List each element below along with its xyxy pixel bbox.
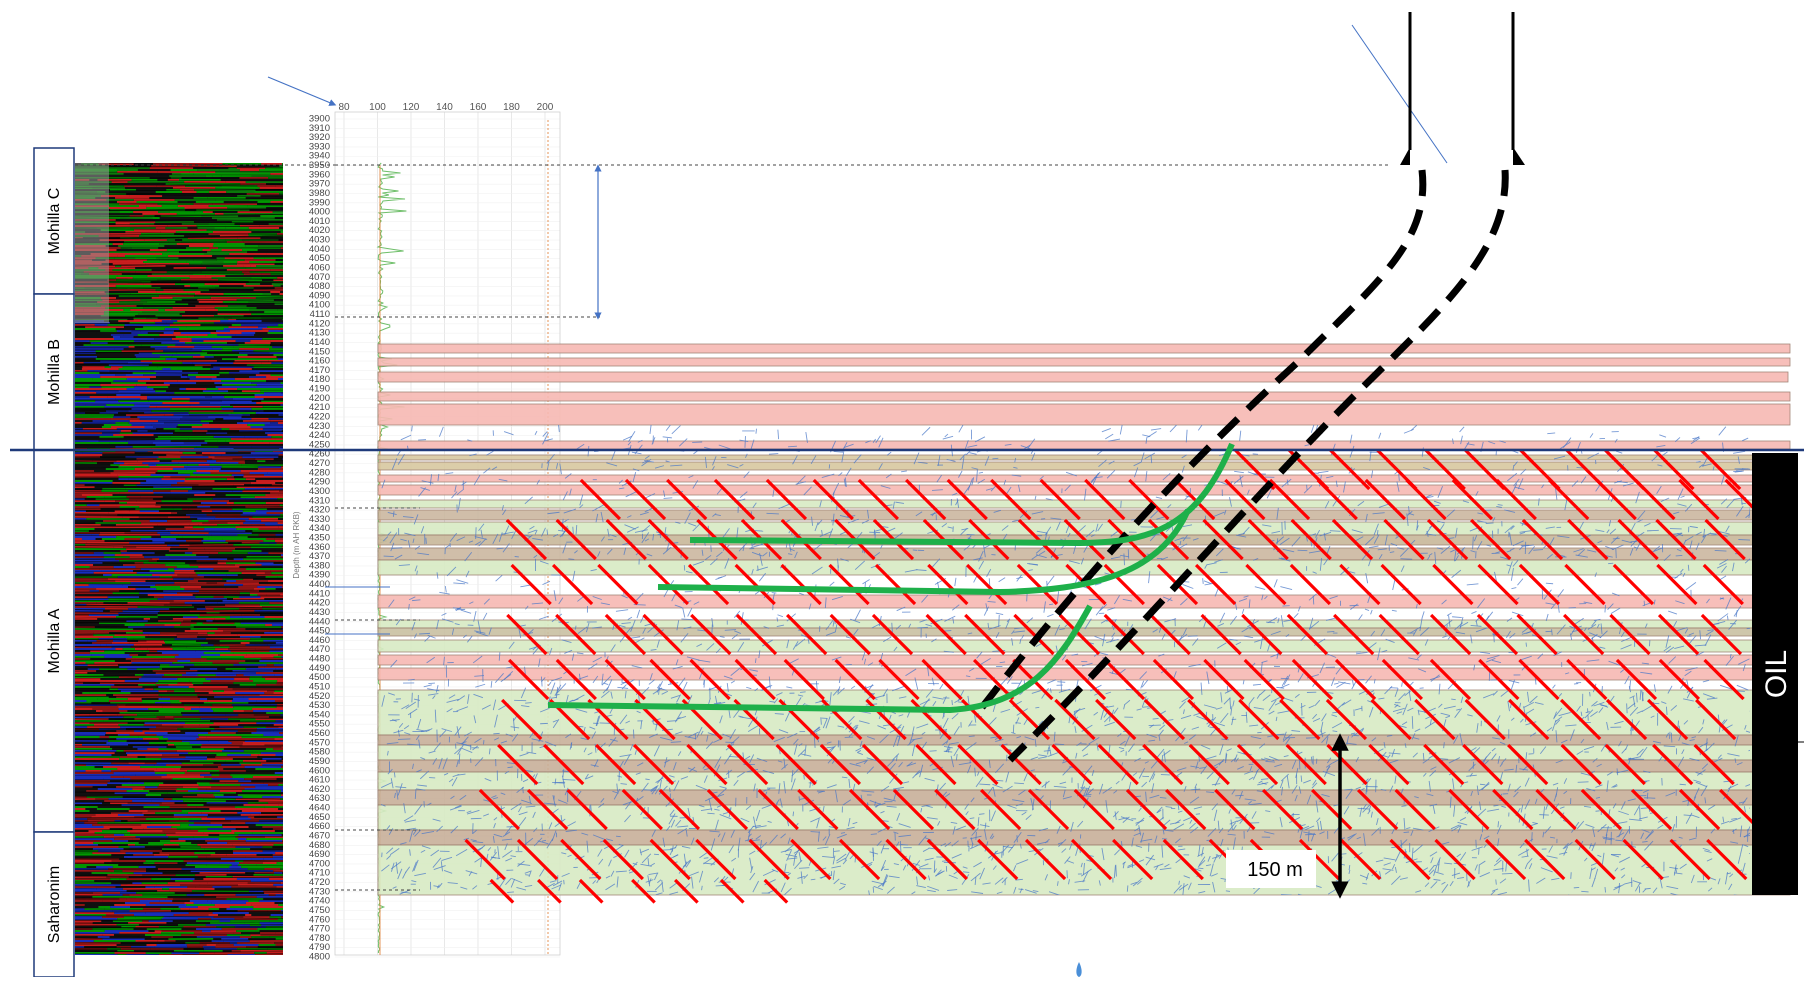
layer-band xyxy=(378,404,1790,425)
oil-label: OIL xyxy=(1760,650,1793,698)
formation-label: Mohilla A xyxy=(46,608,63,673)
formation-column: Mohilla C Mohilla B Mohilla A Saharonim xyxy=(34,148,74,977)
image-log-track xyxy=(75,163,328,956)
top-axis-tick: 200 xyxy=(537,102,554,113)
top-axis-tick: 180 xyxy=(503,102,520,113)
top-axis-tick: 140 xyxy=(436,102,453,113)
pointer-arrow xyxy=(268,77,333,104)
drop-icon xyxy=(1076,962,1081,977)
layer-band xyxy=(378,344,1790,353)
layer-band xyxy=(378,510,1790,520)
layer-band xyxy=(378,392,1790,401)
top-axis-tick: 160 xyxy=(470,102,487,113)
depth-axis: 3900391039203930394039503960397039803990… xyxy=(309,114,330,963)
formation-label: Mohilla B xyxy=(46,339,63,405)
layer-band xyxy=(378,655,1790,665)
pointer-line-top-right xyxy=(1352,25,1447,163)
oil-zone-box: OIL xyxy=(1752,453,1804,895)
depth-tick-label: 4800 xyxy=(309,952,330,963)
layer-band xyxy=(378,372,1788,382)
layer-band xyxy=(378,560,1790,575)
formation-label: Mohilla C xyxy=(46,188,63,255)
depth-axis-title: Depth (m AH RKB) xyxy=(292,511,301,578)
layer-band xyxy=(378,745,1790,760)
formation-label: Saharonim xyxy=(46,866,63,943)
well-2-marker xyxy=(1513,147,1525,165)
top-axis-tick: 100 xyxy=(369,102,386,113)
top-axis-tick: 80 xyxy=(338,102,350,113)
top-axis: 80 100 120 140 160 180 200 xyxy=(338,102,553,113)
layer-band xyxy=(378,358,1790,366)
scale-bar-label: 150 m xyxy=(1247,859,1303,881)
top-axis-tick: 120 xyxy=(403,102,420,113)
